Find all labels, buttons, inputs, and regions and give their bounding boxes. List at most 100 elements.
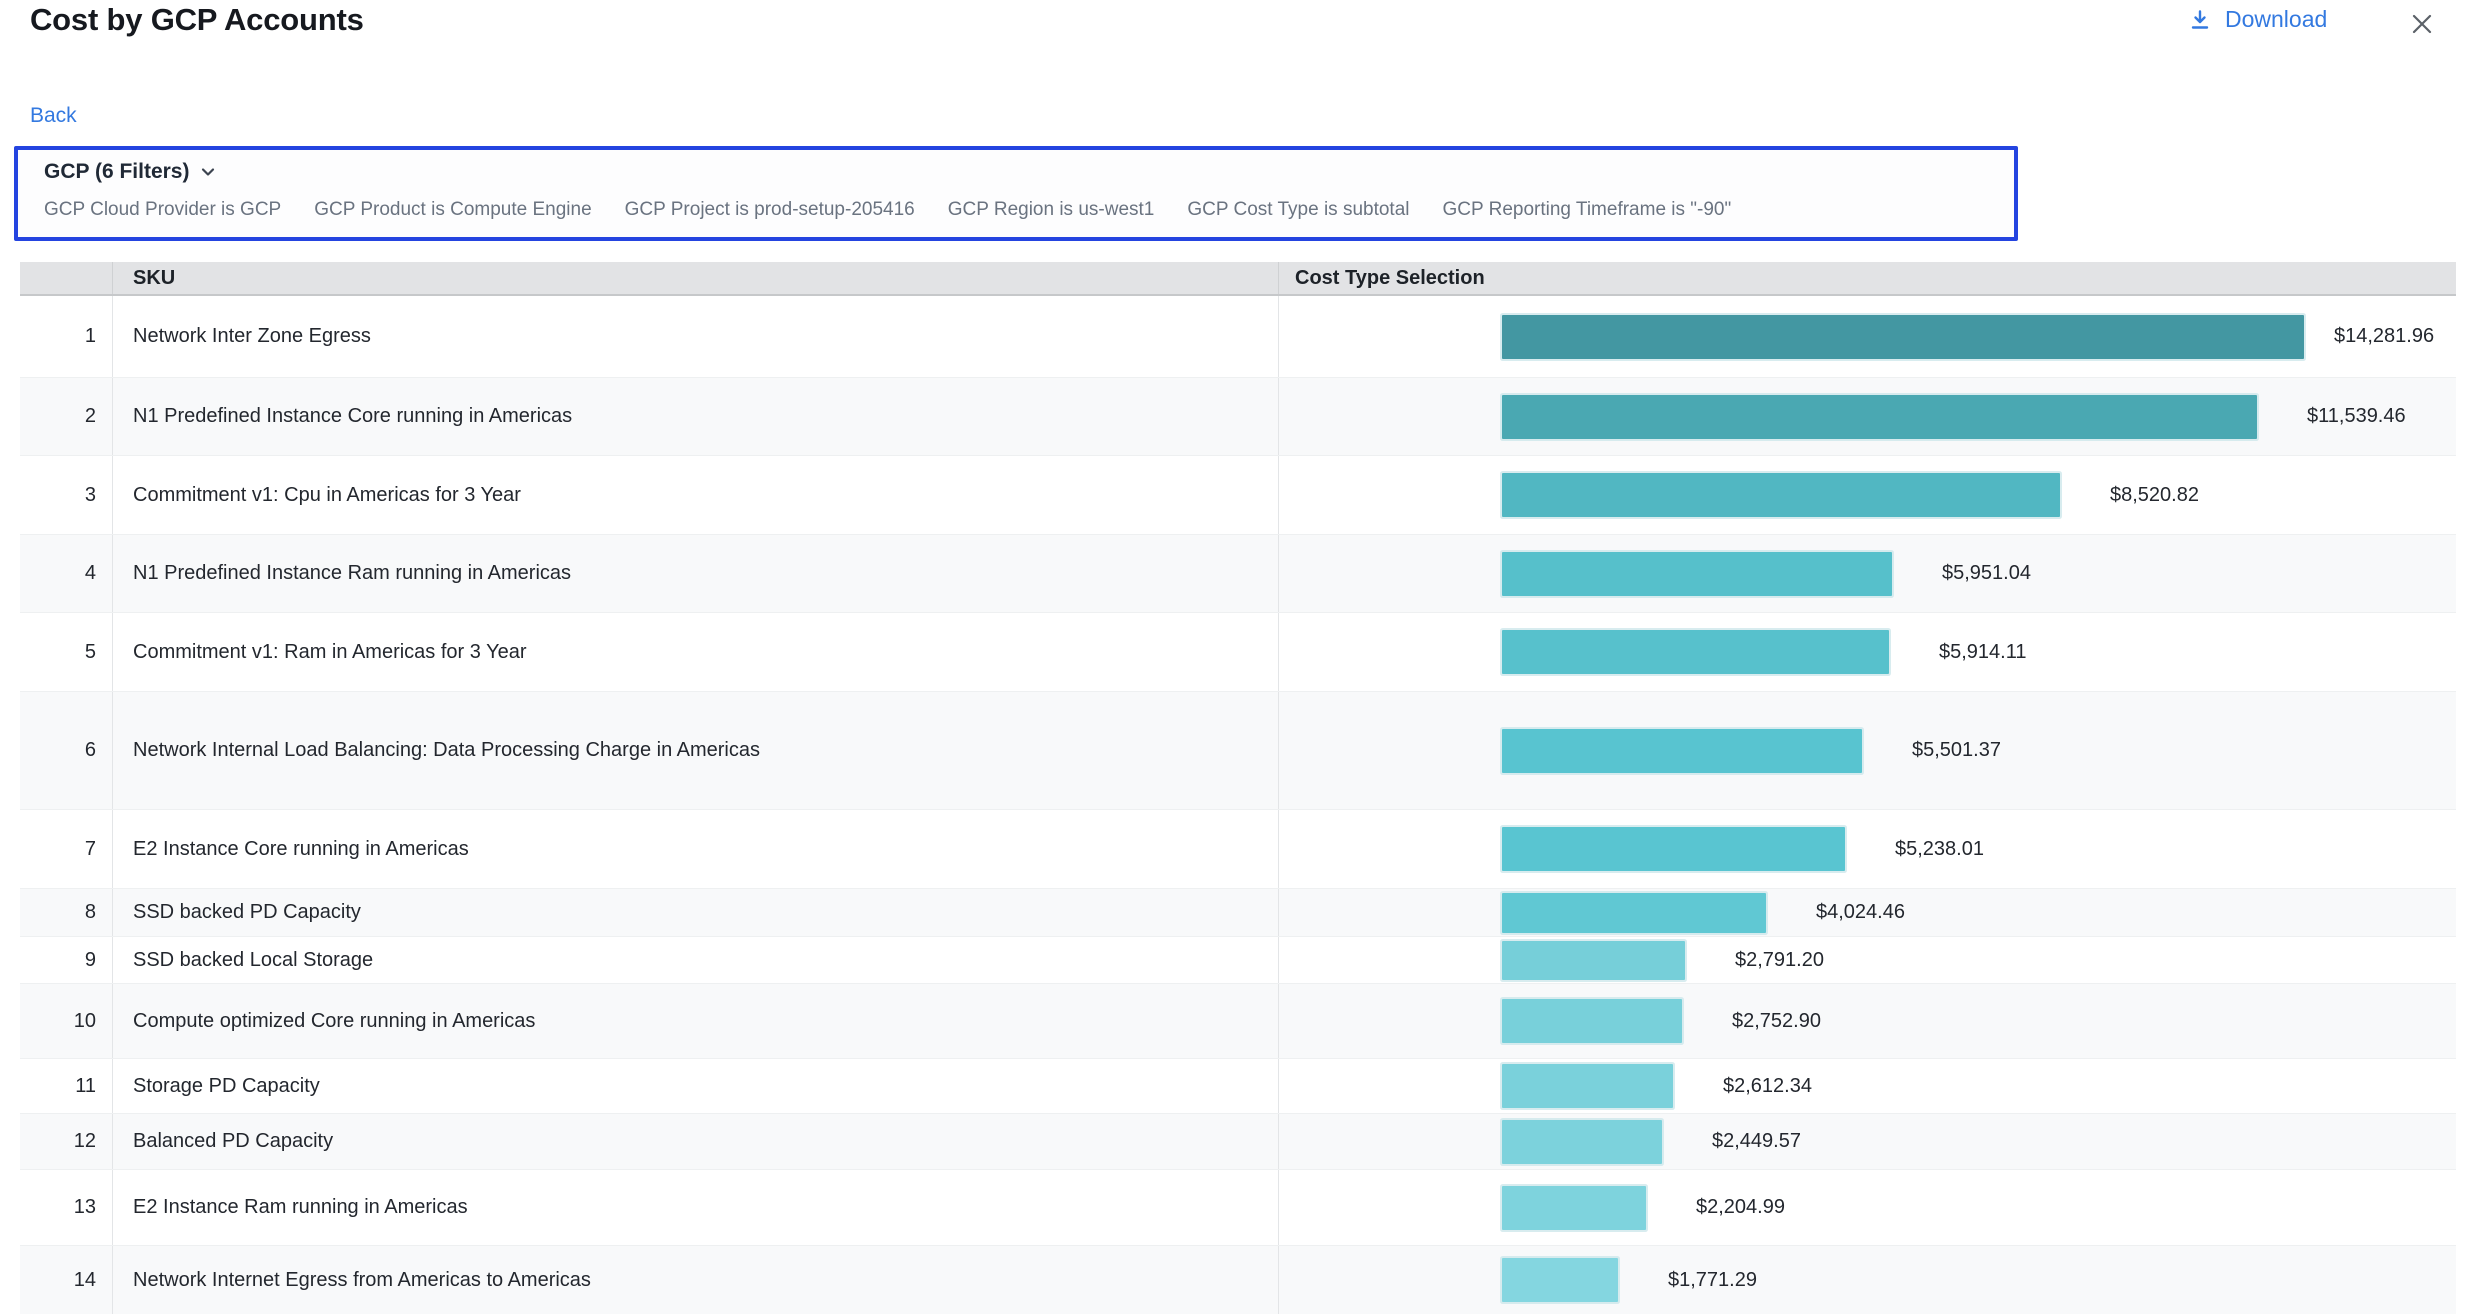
cost-bar-cell: $1,771.29 xyxy=(1279,1246,2456,1314)
table-body: 1 Network Inter Zone Egress $14,281.96 2 N1 … xyxy=(20,296,2456,1314)
cost-value: $11,539.46 xyxy=(2307,405,2406,427)
table-row[interactable]: 14 Network Internet Egress from Americas … xyxy=(20,1245,2456,1314)
cost-bar xyxy=(1502,892,1766,933)
cost-value: $5,951.04 xyxy=(1942,562,2031,584)
download-label: Download xyxy=(2225,6,2328,32)
cost-bar-cell: $5,914.11 xyxy=(1279,613,2456,691)
page-title: Cost by GCP Accounts xyxy=(30,2,364,37)
cost-value: $2,612.34 xyxy=(1723,1074,1812,1097)
table-row[interactable]: 1 Network Inter Zone Egress $14,281.96 xyxy=(20,296,2456,377)
filter-chip: GCP Product is Compute Engine xyxy=(314,199,592,220)
cost-bar xyxy=(1502,394,2257,439)
row-index: 8 xyxy=(20,889,113,936)
table-row[interactable]: 5 Commitment v1: Ram in Americas for 3 Ye… xyxy=(20,612,2456,691)
cost-bar-cell: $14,281.96 xyxy=(1279,296,2456,377)
cost-bar xyxy=(1502,940,1685,980)
table-row[interactable]: 6 Network Internal Load Balancing: Data P… xyxy=(20,691,2456,809)
sku-label: Network Internet Egress from Americas to… xyxy=(113,1246,1279,1314)
row-index: 2 xyxy=(20,378,113,455)
cost-table: SKU Cost Type Selection 1 Network Inter Z… xyxy=(20,262,2456,1314)
close-button[interactable] xyxy=(2406,8,2438,40)
cost-bar-cell: $2,449.57 xyxy=(1279,1114,2456,1169)
row-index: 12 xyxy=(20,1114,113,1169)
cost-bar xyxy=(1502,827,1845,871)
sku-label: Network Inter Zone Egress xyxy=(113,296,1279,377)
close-icon xyxy=(2408,10,2436,38)
table-row[interactable]: 10 Compute optimized Core running in Amer… xyxy=(20,983,2456,1058)
cost-bar-cell: $2,752.90 xyxy=(1279,984,2456,1058)
cost-value: $8,520.82 xyxy=(2110,483,2199,506)
sku-label: Network Internal Load Balancing: Data Pr… xyxy=(113,692,1279,809)
sku-label: Compute optimized Core running in Americ… xyxy=(113,984,1279,1058)
cost-bar xyxy=(1502,473,2060,517)
cost-value: $2,449.57 xyxy=(1712,1130,1801,1152)
table-row[interactable]: 13 E2 Instance Ram running in Americas $2,… xyxy=(20,1169,2456,1245)
sku-label: E2 Instance Ram running in Americas xyxy=(113,1170,1279,1245)
cost-value: $2,204.99 xyxy=(1696,1196,1785,1218)
cost-value: $5,501.37 xyxy=(1912,739,2001,761)
cost-value: $2,791.20 xyxy=(1735,948,1824,971)
row-index: 4 xyxy=(20,535,113,612)
table-row[interactable]: 11 Storage PD Capacity $2,612.34 xyxy=(20,1058,2456,1113)
cost-bar xyxy=(1502,728,1862,773)
filter-group-toggle[interactable]: GCP (6 Filters) xyxy=(44,160,217,184)
cost-value: $5,914.11 xyxy=(1939,640,2027,663)
filter-chip: GCP Cloud Provider is GCP xyxy=(44,199,282,220)
filter-chip-list: GCP Cloud Provider is GCP GCP Product is … xyxy=(44,199,2014,221)
table-row[interactable]: 9 SSD backed Local Storage $2,791.20 xyxy=(20,936,2456,983)
table-row[interactable]: 7 E2 Instance Core running in Americas $5,… xyxy=(20,809,2456,888)
cost-bar xyxy=(1502,1185,1646,1230)
table-header: SKU Cost Type Selection xyxy=(20,262,2456,296)
cost-bar xyxy=(1502,1258,1618,1302)
cost-bar-cell: $11,539.46 xyxy=(1279,378,2456,455)
cost-value: $5,238.01 xyxy=(1895,837,1984,860)
sku-label: SSD backed Local Storage xyxy=(113,937,1279,983)
cost-bar-cell: $2,612.34 xyxy=(1279,1059,2456,1113)
sku-label: N1 Predefined Instance Ram running in Am… xyxy=(113,535,1279,612)
chevron-down-icon xyxy=(199,163,217,181)
row-index: 11 xyxy=(20,1059,113,1113)
cost-bar-cell: $2,791.20 xyxy=(1279,937,2456,983)
cost-value: $14,281.96 xyxy=(2334,325,2435,347)
sku-label: Balanced PD Capacity xyxy=(113,1114,1279,1169)
cost-bar xyxy=(1502,314,2304,359)
sku-label: Commitment v1: Cpu in Americas for 3 Yea… xyxy=(113,456,1279,534)
cost-value: $4,024.46 xyxy=(1816,901,1905,923)
table-row[interactable]: 2 N1 Predefined Instance Core running in … xyxy=(20,377,2456,455)
filter-chip: GCP Reporting Timeframe is "-90" xyxy=(1442,199,1732,220)
download-icon xyxy=(2188,8,2212,32)
cost-bar xyxy=(1502,1064,1673,1108)
cost-value: $1,771.29 xyxy=(1668,1268,1757,1291)
sku-label: Commitment v1: Ram in Americas for 3 Yea… xyxy=(113,613,1279,691)
column-header-cost-type-selection: Cost Type Selection xyxy=(1295,266,1485,289)
row-index: 6 xyxy=(20,692,113,809)
row-index: 3 xyxy=(20,456,113,534)
filter-group-label: GCP (6 Filters) xyxy=(44,160,190,183)
sku-label: Storage PD Capacity xyxy=(113,1059,1279,1113)
back-link[interactable]: Back xyxy=(30,104,77,127)
download-button[interactable]: Download xyxy=(2188,6,2327,33)
row-index: 7 xyxy=(20,810,113,888)
row-index: 9 xyxy=(20,937,113,983)
row-index: 5 xyxy=(20,613,113,691)
table-row[interactable]: 4 N1 Predefined Instance Ram running in A… xyxy=(20,534,2456,612)
cost-bar-cell: $8,520.82 xyxy=(1279,456,2456,534)
cost-value: $2,752.90 xyxy=(1732,1009,1821,1032)
cost-bar-cell: $2,204.99 xyxy=(1279,1170,2456,1245)
cost-bar-cell: $5,951.04 xyxy=(1279,535,2456,612)
table-row[interactable]: 12 Balanced PD Capacity $2,449.57 xyxy=(20,1113,2456,1169)
table-row[interactable]: 8 SSD backed PD Capacity $4,024.46 xyxy=(20,888,2456,936)
filter-panel: GCP (6 Filters) GCP Cloud Provider is GC… xyxy=(14,146,2018,241)
column-header-index xyxy=(20,262,113,294)
cost-bar-cell: $5,238.01 xyxy=(1279,810,2456,888)
column-header-sku: SKU xyxy=(113,262,1279,294)
cost-bar-cell: $5,501.37 xyxy=(1279,692,2456,809)
table-row[interactable]: 3 Commitment v1: Cpu in Americas for 3 Ye… xyxy=(20,455,2456,534)
sku-label: SSD backed PD Capacity xyxy=(113,889,1279,936)
sku-label: N1 Predefined Instance Core running in A… xyxy=(113,378,1279,455)
row-index: 13 xyxy=(20,1170,113,1245)
cost-bar xyxy=(1502,1119,1662,1164)
row-index: 10 xyxy=(20,984,113,1058)
filter-chip: GCP Cost Type is subtotal xyxy=(1187,199,1410,220)
